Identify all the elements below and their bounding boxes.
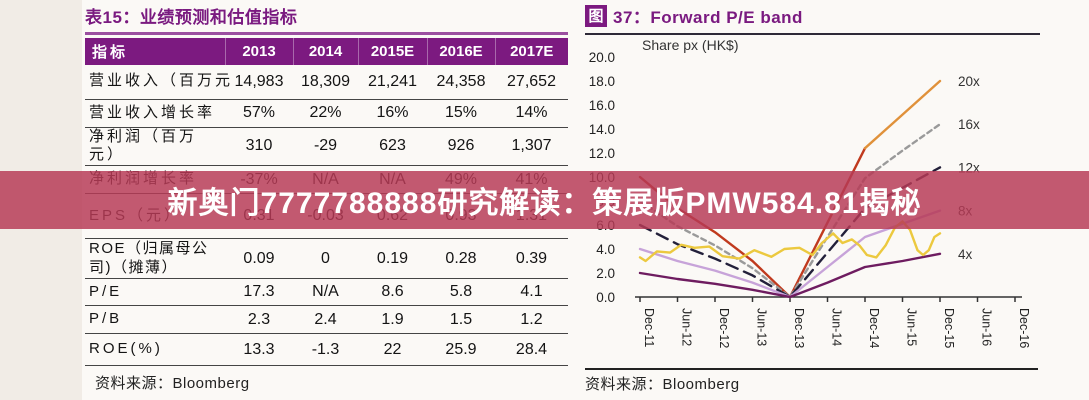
row-label: 营业收入（百万元	[85, 65, 230, 100]
col-header-year: 2017E	[494, 38, 568, 65]
table-row: ROE（归属母公司)（摊薄） 0.09 0 0.19 0.28 0.39	[85, 238, 568, 279]
row-value: 5.8	[427, 278, 495, 306]
chart-source-note: 资料来源：Bloomberg	[585, 376, 740, 393]
row-value: 0.09	[225, 238, 293, 279]
table-row: 净利润（百万元） 310 -29 623 926 1,307	[85, 127, 568, 166]
x-tick-label: Jun-12	[680, 308, 694, 346]
row-label: 净利润（百万元）	[85, 127, 225, 166]
row-value: 13.3	[225, 333, 293, 366]
figure-badge: 图	[585, 4, 607, 27]
series-20x-line	[863, 79, 942, 150]
row-value: 21,241	[358, 65, 427, 100]
x-tick-label: Jun-16	[980, 308, 994, 346]
x-tick-label: Jun-15	[905, 308, 919, 346]
row-label: P/E	[85, 278, 225, 306]
y-tick-label: 16.0	[589, 98, 615, 113]
row-value: 16%	[358, 99, 427, 128]
x-tick-label: Jun-14	[830, 308, 844, 346]
row-value: 1.2	[495, 305, 568, 334]
col-header-label: 指标	[85, 38, 225, 65]
col-header-year: 2014	[292, 38, 358, 65]
x-tick-label: Dec-12	[717, 308, 731, 348]
x-tick-label: Dec-11	[642, 308, 656, 347]
table-row: 营业收入（百万元 14,983 18,309 21,241 24,358 27,652	[85, 65, 568, 100]
row-value: 623	[358, 127, 427, 166]
row-label: P/B	[85, 305, 225, 334]
table-title: 表15：业绩预测和估值指标	[85, 8, 298, 27]
row-value: 28.4	[495, 333, 568, 366]
chart-title-row: 图 37：Forward P/E band	[585, 3, 1085, 28]
table-row: P/B 2.3 2.4 1.9 1.5 1.2	[85, 305, 568, 334]
row-value: -1.3	[293, 333, 358, 366]
row-value: 4.1	[495, 278, 568, 306]
row-value: 1.9	[358, 305, 427, 334]
row-value: 14,983	[225, 65, 293, 100]
watermark-text: 新奥门7777788888研究解读：策展版PMW584.81揭秘	[167, 187, 922, 220]
row-value: 0.39	[495, 238, 568, 279]
row-label: ROE(%)	[85, 333, 225, 366]
table-row: ROE(%) 13.3 -1.3 22 25.9 28.4	[85, 333, 568, 366]
row-value: 0.19	[358, 238, 427, 279]
row-value: 57%	[225, 99, 293, 128]
chart-title: 37：Forward P/E band	[613, 8, 803, 27]
row-value: 24,358	[427, 65, 495, 100]
x-tick-label: Dec-13	[792, 308, 806, 348]
row-value: 2.4	[293, 305, 358, 334]
row-value: 310	[225, 127, 293, 166]
table-row: P/E 17.3 N/A 8.6 5.8 4.1	[85, 278, 568, 306]
band-label-16x: 16x	[958, 117, 980, 132]
table-row: 营业收入增长率 57% 22% 16% 15% 14%	[85, 99, 568, 128]
row-value: 22	[358, 333, 427, 366]
x-tick-label: Jun-13	[755, 308, 769, 346]
chart-title-rule	[585, 33, 1040, 35]
row-value: 926	[427, 127, 495, 166]
y-tick-label: 14.0	[589, 122, 615, 137]
row-value: N/A	[293, 278, 358, 306]
col-header-year: 2015E	[357, 38, 427, 65]
row-value: 15%	[427, 99, 495, 128]
band-label-20x: 20x	[958, 74, 980, 89]
series-share-px-line	[638, 220, 942, 263]
table-source-note: 资料来源：Bloomberg	[95, 375, 250, 392]
row-value: 1,307	[495, 127, 568, 166]
table-header: 指标 2013 2014 2015E 2016E 2017E	[85, 38, 568, 65]
row-label: 营业收入增长率	[85, 99, 225, 128]
series-4x-line	[638, 252, 942, 299]
watermark-banner: 新奥门7777788888研究解读：策展版PMW584.81揭秘	[0, 171, 1089, 229]
row-value: 14%	[495, 99, 568, 128]
col-header-year: 2013	[224, 38, 293, 65]
series-16x-line	[638, 122, 942, 299]
col-header-year: 2016E	[426, 38, 495, 65]
y-tick-label: 12.0	[589, 146, 615, 161]
row-value: 2.3	[225, 305, 293, 334]
y-tick-label: 18.0	[589, 74, 615, 89]
band-label-4x: 4x	[958, 247, 973, 262]
row-value: 0	[293, 238, 358, 279]
row-value: 27,652	[495, 65, 568, 100]
row-value: 8.6	[358, 278, 427, 306]
row-value: 22%	[293, 99, 358, 128]
row-value: 1.5	[427, 305, 495, 334]
row-value: 25.9	[427, 333, 495, 366]
y-tick-label: 0.0	[596, 290, 615, 305]
chart-annotation: Share px (HK$)	[642, 37, 738, 53]
row-label: ROE（归属母公司)（摊薄）	[85, 238, 225, 279]
y-tick-label: 20.0	[589, 50, 615, 65]
row-value: 18,309	[293, 65, 358, 100]
row-value: 17.3	[225, 278, 293, 306]
pe-band-chart-panel: 图 37：Forward P/E band	[585, 3, 1085, 35]
x-tick-label: Dec-16	[1017, 308, 1031, 348]
y-tick-label: 2.0	[596, 266, 615, 281]
chart-source-rule	[585, 368, 1038, 370]
row-value: 0.28	[427, 238, 495, 279]
table-title-rule	[85, 32, 568, 35]
y-tick-label: 4.0	[596, 242, 615, 257]
x-tick-label: Dec-15	[942, 308, 956, 348]
x-tick-label: Dec-14	[867, 308, 881, 348]
row-value: -29	[293, 127, 358, 166]
